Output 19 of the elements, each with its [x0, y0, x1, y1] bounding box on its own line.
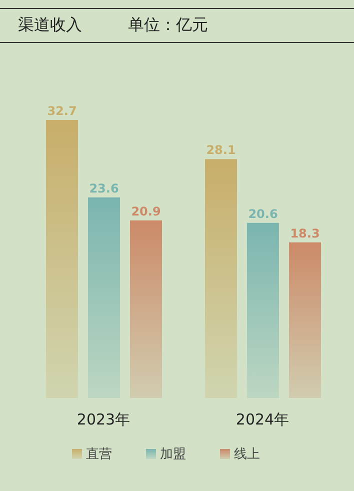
- bar: [289, 242, 321, 398]
- x-tick-label: 2024年: [236, 410, 290, 429]
- legend-label: 线上: [234, 447, 260, 462]
- legend-label: 直营: [86, 447, 112, 462]
- bar: [205, 159, 237, 398]
- data-label: 23.6: [89, 181, 119, 196]
- x-tick-label: 2023年: [76, 410, 130, 429]
- chart-subtitle: 单位：亿元: [128, 15, 208, 36]
- bar: [247, 222, 279, 398]
- legend-label: 加盟: [160, 447, 186, 462]
- bar: [46, 120, 78, 398]
- data-label: 32.7: [47, 104, 77, 118]
- data-label: 18.3: [290, 226, 320, 240]
- chart-title: 渠道收入: [18, 15, 82, 36]
- data-label: 20.9: [131, 204, 161, 218]
- data-label: 28.1: [206, 143, 236, 158]
- bar: [130, 220, 162, 398]
- bar: [88, 197, 120, 398]
- data-label: 20.6: [248, 206, 278, 221]
